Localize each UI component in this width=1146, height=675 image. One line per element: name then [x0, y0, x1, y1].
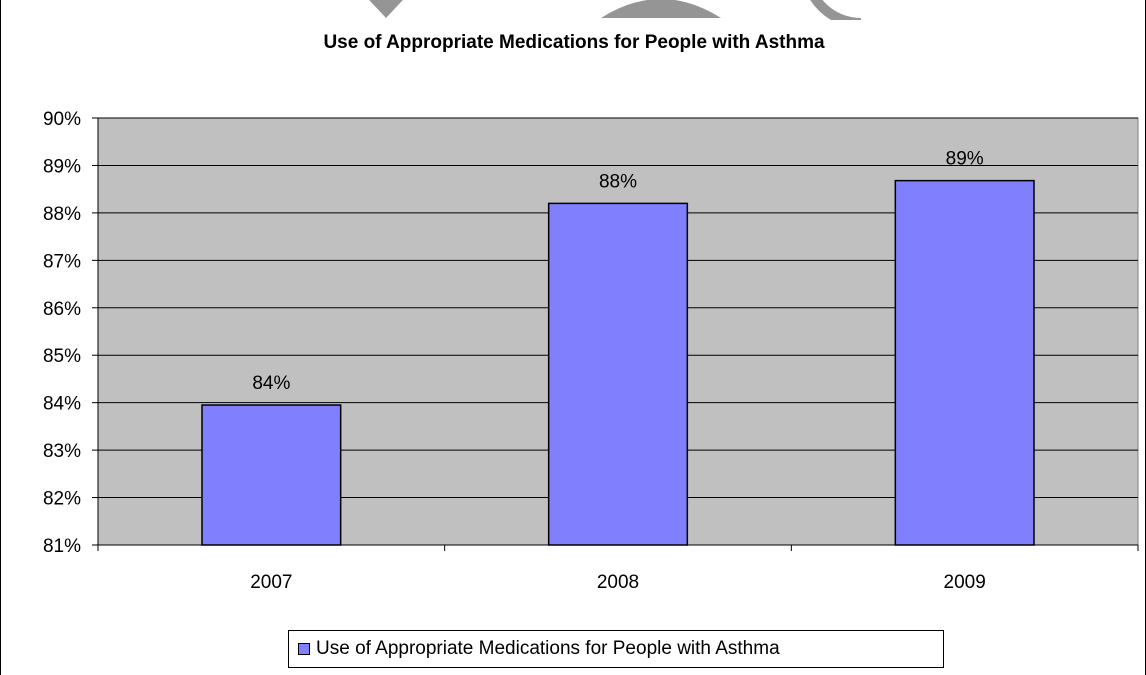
legend: Use of Appropriate Medications for Peopl… [288, 630, 944, 668]
chart-title: Use of Appropriate Medications for Peopl… [323, 32, 825, 53]
y-tick-label: 85% [43, 346, 81, 367]
y-tick-label: 88% [43, 204, 81, 225]
data-label: 88% [599, 171, 637, 192]
legend-swatch [298, 643, 310, 655]
y-tick-label: 90% [43, 109, 81, 130]
y-tick-label: 83% [43, 441, 81, 462]
y-tick-label: 87% [43, 251, 81, 272]
y-tick-label: 82% [43, 489, 81, 510]
x-tick-label: 2009 [944, 572, 986, 593]
x-tick-label: 2008 [597, 572, 639, 593]
y-tick-label: 84% [43, 394, 81, 415]
bar [547, 202, 689, 546]
y-tick-label: 86% [43, 299, 81, 320]
data-label: 89% [946, 149, 984, 170]
legend-label: Use of Appropriate Medications for Peopl… [316, 638, 780, 659]
y-tick-label: 89% [43, 156, 81, 177]
bar [894, 179, 1035, 546]
y-tick-label: 81% [43, 536, 81, 557]
watermark-graphic [369, 0, 861, 20]
x-tick-label: 2007 [250, 572, 292, 593]
data-label: 84% [252, 373, 290, 394]
bar [201, 404, 342, 546]
